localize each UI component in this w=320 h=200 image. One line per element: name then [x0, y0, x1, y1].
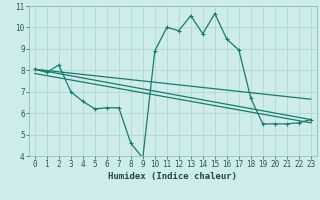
X-axis label: Humidex (Indice chaleur): Humidex (Indice chaleur) [108, 172, 237, 181]
